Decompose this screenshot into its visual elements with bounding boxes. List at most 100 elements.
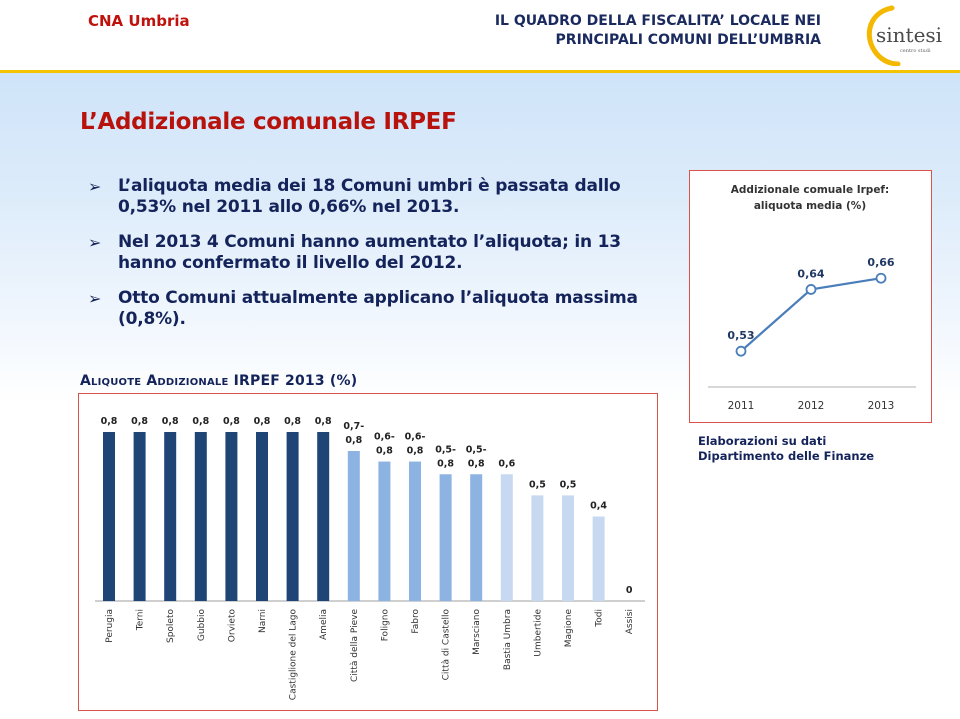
bar [317,432,330,601]
bullet-item: ➢ L’aliquota media dei 18 Comuni umbri è… [88,176,668,218]
arrow-bullet-icon: ➢ [88,177,102,196]
category-label: Castiglione del Lago [289,609,299,701]
arrow-bullet-icon: ➢ [88,233,102,252]
bar [286,432,299,601]
category-label: Città di Castello [442,609,452,681]
point-value-label: 0,53 [727,329,754,342]
bar-value-label: 0 [626,585,633,596]
category-label: Assisi [625,609,635,634]
bar-value-label: 0,8 [345,435,362,446]
header [0,0,960,70]
line-chart-title-line1: Addizionale comuale Irpef: [731,184,889,196]
header-title: IL QUADRO DELLA FISCALITA’ LOCALE NEI PR… [495,12,821,50]
bar [500,474,513,601]
x-tick-label: 2012 [798,400,825,412]
data-point [805,284,817,295]
bar [531,495,544,601]
bar [592,516,605,601]
bullet-item: ➢ Nel 2013 4 Comuni hanno aumentato l’al… [88,232,668,274]
bar [378,461,391,601]
category-label: Fabro [411,609,421,634]
page-title: L’Addizionale comunale IRPEF [80,109,457,135]
category-label: Gubbio [197,609,207,642]
category-label: Bastia Umbra [503,609,513,670]
bar [347,451,360,601]
bar-chart-title: Aliquote Addizionale IRPEF 2013 (%) [80,373,358,389]
bar [562,495,574,601]
source-note-line1: Elaborazioni su dati [698,434,827,448]
bar [103,432,115,601]
bar-value-label: 0,6- [405,432,426,443]
source-note-line2: Dipartimento delle Finanze [698,449,875,463]
bar-value-label: 0,5 [529,479,546,490]
bar [133,432,146,601]
bar-chart: 0,8 Perugia 0,8 Terni 0,8 Spoleto 0,8 Gubbio 0,8… [95,416,645,701]
bar-value-label: 0,6 [498,458,515,469]
bar-value-label: 0,8 [101,416,118,427]
category-label: Marsciano [472,609,482,655]
header-title-line2: PRINCIPALI COMUNI DELL’UMBRIA [555,32,821,48]
point-value-label: 0,66 [867,256,894,269]
data-point [735,345,747,357]
category-label: Amelia [319,609,329,640]
bullet-text-line2: (0,8%). [118,309,186,329]
bullet-item: ➢ Otto Comuni attualmente applicano l’al… [88,288,668,330]
logo-text: sintesi [876,23,942,47]
bar-value-label: 0,8 [223,416,240,427]
bar [164,432,177,601]
arrow-bullet-icon: ➢ [88,289,102,308]
header-divider [0,70,960,73]
logo-arc-icon [866,5,901,66]
bullet-text-line1: Nel 2013 4 Comuni hanno aumentato l’aliq… [118,232,621,252]
bar [256,432,268,601]
bar-value-label: 0,4 [590,501,607,512]
bar-value-label: 0,7- [343,421,364,432]
bullet-text-line2: 0,53% nel 2011 allo 0,66% nel 2013. [118,197,460,217]
bullet-text-line2: hanno confermato il livello del 2012. [118,253,463,273]
category-label: Perugia [105,609,115,643]
category-label: Orvieto [227,609,237,643]
x-tick-label: 2011 [728,400,755,412]
data-point [875,272,887,284]
brand-name: CNA Umbria [88,12,190,30]
line-chart-frame: Addizionale comuale Irpef: aliquota media… [689,170,932,423]
category-label: Città della Pieve [350,609,360,682]
bar [439,474,452,601]
bar [409,461,421,601]
logo-subtext: centro studi [900,48,931,54]
bar-value-label: 0,5 [560,479,577,490]
header-title-line1: IL QUADRO DELLA FISCALITA’ LOCALE NEI [494,13,821,29]
x-tick-label: 2013 [868,400,895,412]
bar-value-label: 0,8 [407,446,424,457]
bar-value-label: 0,8 [254,416,271,427]
category-label: Narni [258,609,268,633]
bullet-list: ➢ L’aliquota media dei 18 Comuni umbri è… [88,176,668,344]
bar-value-label: 0,5- [466,444,487,455]
bar-value-label: 0,6- [374,432,395,443]
point-value-label: 0,64 [797,267,824,280]
line-chart-title-line2: aliquota media (%) [754,200,866,212]
bar-value-label: 0,8 [284,416,301,427]
category-label: Todi [595,609,605,628]
bar [470,474,483,601]
bar-value-label: 0,8 [192,416,209,427]
bullet-text-line1: L’aliquota media dei 18 Comuni umbri è p… [118,176,621,196]
category-label: Terni [136,609,146,631]
bar-value-label: 0,8 [162,416,179,427]
bullet-text-line1: Otto Comuni attualmente applicano l’aliq… [118,288,638,308]
line-chart: Addizionale comuale Irpef: aliquota media… [708,184,916,412]
bar [194,432,207,601]
category-label: Umbertide [533,609,543,657]
category-label: Spoleto [166,609,176,643]
bar-value-label: 0,8 [315,416,332,427]
bar-value-label: 0,5- [435,444,456,455]
bar-value-label: 0,8 [376,446,393,457]
bar-value-label: 0,8 [468,458,485,469]
category-label: Foligno [380,609,390,642]
sintesi-logo: sintesi centro studi [866,5,942,66]
bar-value-label: 0,8 [437,458,454,469]
source-note: Elaborazioni su dati Dipartimento delle … [698,434,874,464]
bar-value-label: 0,8 [131,416,148,427]
bar [225,432,238,601]
bar-chart-frame: 0,8 Perugia 0,8 Terni 0,8 Spoleto 0,8 Gubbio 0,8… [78,393,658,711]
